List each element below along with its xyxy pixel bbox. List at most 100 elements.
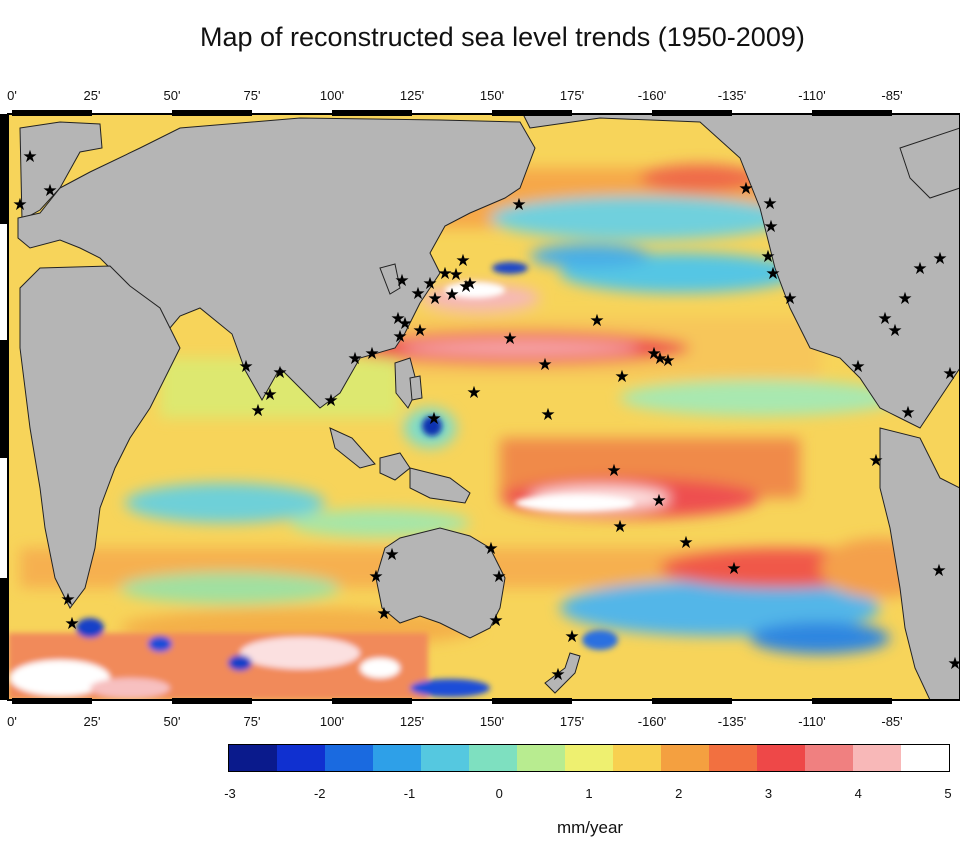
frame-bar: [12, 698, 92, 704]
tide-gauge-star-icon: ★: [606, 461, 621, 480]
tide-gauge-star-icon: ★: [368, 567, 383, 586]
tide-gauge-star-icon: ★: [42, 181, 57, 200]
tide-gauge-star-icon: ★: [877, 309, 892, 328]
longitude-label: 175': [559, 88, 585, 103]
tide-gauge-star-icon: ★: [931, 561, 946, 580]
tide-gauge-star-icon: ★: [412, 321, 427, 340]
longitude-label: 75': [243, 714, 261, 729]
tide-gauge-star-icon: ★: [376, 604, 391, 623]
frame-bar: [332, 110, 412, 116]
colorbar-tick: 0: [495, 786, 503, 801]
longitude-label: 125': [399, 714, 425, 729]
longitude-label: 150': [479, 88, 505, 103]
tide-gauge-star-icon: ★: [932, 249, 947, 268]
frame-bar: [652, 110, 732, 116]
tide-gauge-star-icon: ★: [458, 277, 473, 296]
tide-gauge-star-icon: ★: [511, 195, 526, 214]
frame-bar: [492, 110, 572, 116]
tide-gauge-star-icon: ★: [397, 314, 412, 333]
longitude-label: -110': [798, 88, 826, 103]
tide-gauge-star-icon: ★: [651, 491, 666, 510]
longitude-label: 150': [479, 714, 505, 729]
tide-gauge-star-icon: ★: [392, 327, 407, 346]
tide-gauge-star-icon: ★: [262, 385, 277, 404]
tide-gauge-star-icon: ★: [765, 264, 780, 283]
tide-gauge-star-icon: ★: [323, 391, 338, 410]
longitude-label: 0': [7, 714, 17, 729]
frame-bar: [332, 698, 412, 704]
colorbar-tick: 2: [675, 786, 683, 801]
tide-gauge-star-icon: ★: [272, 363, 287, 382]
tide-gauge-star-icon: ★: [394, 271, 409, 290]
colorbar-tick: -3: [224, 786, 236, 801]
longitude-label: 100': [319, 88, 345, 103]
tide-gauge-star-icon: ★: [738, 179, 753, 198]
tide-gauge-star-icon: ★: [488, 611, 503, 630]
tide-gauge-star-icon: ★: [912, 259, 927, 278]
longitude-label: 50': [163, 714, 181, 729]
longitude-label: 25': [83, 714, 101, 729]
colorbar-units: mm/year: [556, 818, 624, 837]
longitude-label: 100': [319, 714, 345, 729]
tide-gauge-star-icon: ★: [483, 539, 498, 558]
longitude-label: 50': [163, 88, 181, 103]
colorbar-tick: -1: [403, 786, 416, 801]
frame-bar: [0, 340, 8, 458]
longitude-axis-bottom: 0' 25' 50' 75' 100' 125' 150' 175' -160' -135' -11…: [0, 714, 960, 732]
tide-gauge-star-icon: ★: [726, 559, 741, 578]
frame-bar: [492, 698, 572, 704]
tide-gauge-star-icon: ★: [763, 217, 778, 236]
tide-gauge-star-icon: ★: [22, 147, 37, 166]
trend-field: [20, 164, 960, 654]
map-title: Map of reconstructed sea level trends (1…: [200, 22, 805, 52]
colorbar-tick: 4: [854, 786, 862, 801]
frame-bar: [12, 110, 92, 116]
longitude-label: -85': [881, 88, 903, 103]
tide-gauge-star-icon: ★: [550, 665, 565, 684]
frame-bar: [812, 110, 892, 116]
longitude-label: -85': [881, 714, 903, 729]
frame-bar: [812, 698, 892, 704]
tide-gauge-star-icon: ★: [762, 194, 777, 213]
longitude-label: -160': [637, 88, 667, 103]
tide-gauge-star-icon: ★: [540, 405, 555, 424]
tide-gauge-star-icon: ★: [238, 357, 253, 376]
tide-gauge-star-icon: ★: [782, 289, 797, 308]
tide-gauge-star-icon: ★: [455, 251, 470, 270]
frame-bar: [0, 578, 8, 700]
tide-gauge-star-icon: ★: [390, 309, 405, 328]
longitude-label: 175': [559, 714, 585, 729]
longitude-label: -135': [717, 714, 747, 729]
tide-gauge-star-icon: ★: [678, 533, 693, 552]
map-frame: [0, 110, 960, 704]
land-masses: [17, 114, 960, 700]
tide-gauge-star-icon: ★: [64, 614, 79, 633]
tide-gauge-star-icon: ★: [652, 349, 667, 368]
tide-gauge-star-icon: ★: [564, 627, 579, 646]
tide-gauge-star-icon: ★: [612, 517, 627, 536]
colorbar-tick: 5: [944, 786, 952, 801]
southern-ocean-eddies: [8, 262, 635, 700]
colorbar-ticks: -3 -2 -1 0 1 2 3 4 5: [0, 786, 960, 804]
tide-gauge-star-icon: ★: [12, 195, 27, 214]
tide-gauge-star-icon: ★: [466, 383, 481, 402]
colorbar-tick: 3: [764, 786, 773, 801]
tide-gauge-star-icon: ★: [502, 329, 517, 348]
tide-gauge-star-icon: ★: [384, 545, 399, 564]
frame-bar: [172, 698, 252, 704]
sea-level-trend-map: ★★★★★★★★★★★★★★★★★★★★★★★★★★★★★★★★★★★★ ★ ★★★…: [0, 110, 960, 704]
tide-gauge-star-icon: ★: [426, 409, 441, 428]
longitude-label: 75': [243, 88, 261, 103]
tide-gauge-star-icon: ★: [646, 344, 661, 363]
tide-gauge-star-icon: ★: [462, 274, 477, 293]
tide-gauge-star-icon: ★: [760, 247, 775, 266]
colorbar-tick: 1: [585, 786, 593, 801]
colorbar-tick: -2: [313, 786, 326, 801]
tide-gauge-star-icon: ★: [250, 401, 265, 420]
tide-gauge-star-icon: ★: [60, 590, 75, 609]
tide-gauge-star-icon: ★: [900, 403, 915, 422]
longitude-label: 125': [399, 88, 425, 103]
colorbar: [228, 744, 950, 772]
tide-gauge-star-icon: ★: [942, 364, 957, 383]
longitude-label: -110': [798, 714, 826, 729]
